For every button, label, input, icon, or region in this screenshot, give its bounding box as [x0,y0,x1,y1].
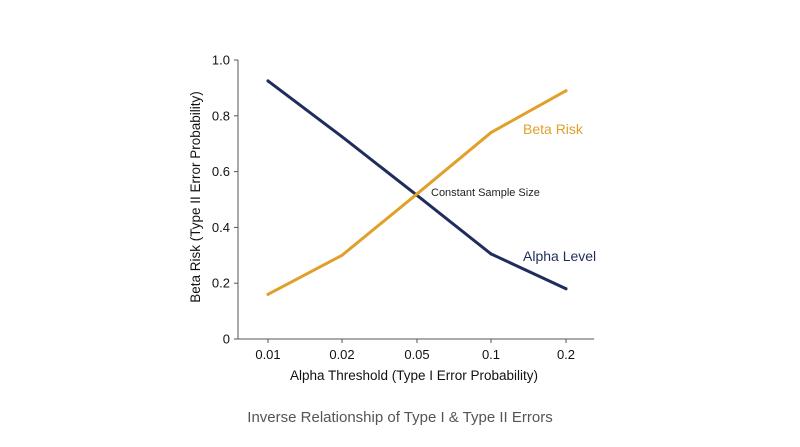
series-label-beta-risk: Beta Risk [523,121,584,137]
y-tick-label: 0.4 [212,220,230,235]
x-tick-label: 0.05 [404,347,429,362]
y-tick-label: 0.2 [212,276,230,291]
annotation-label: Constant Sample Size [431,187,540,199]
data-point-beta-risk [266,292,270,296]
data-point-beta-risk [415,192,419,196]
x-axis-label: Alpha Threshold (Type I Error Probabilit… [290,368,538,383]
data-point-alpha-level [489,252,493,256]
y-tick-label: 0.8 [212,108,230,123]
series-lines [266,79,568,296]
y-tick-label: 0 [223,332,230,347]
series-labels: Alpha Level Beta Risk [523,121,596,264]
x-tick-label: 0.1 [482,347,500,362]
data-point-alpha-level [564,287,568,291]
chart-caption: Inverse Relationship of Type I & Type II… [247,409,553,426]
data-point-alpha-level [340,135,344,139]
y-tick-label: 1.0 [212,53,230,68]
x-tick-label: 0.02 [329,347,354,362]
data-point-alpha-level [266,79,270,83]
annotations: Constant Sample Size [431,187,540,199]
y-axis-label: Beta Risk (Type II Error Probability) [188,91,203,303]
series-label-alpha-level: Alpha Level [523,248,596,264]
data-point-beta-risk [340,253,344,257]
series-line-alpha-level [266,79,568,291]
x-tick-label: 0.2 [557,347,575,362]
data-point-beta-risk [489,131,493,135]
y-tick-label: 0.6 [212,164,230,179]
data-point-beta-risk [564,89,568,93]
tick-labels: 0 0.2 0.4 0.6 0.8 1.0 0.01 0.02 0.05 0.1 0.2 [212,53,575,363]
axes [234,59,594,343]
x-tick-label: 0.01 [255,347,280,362]
